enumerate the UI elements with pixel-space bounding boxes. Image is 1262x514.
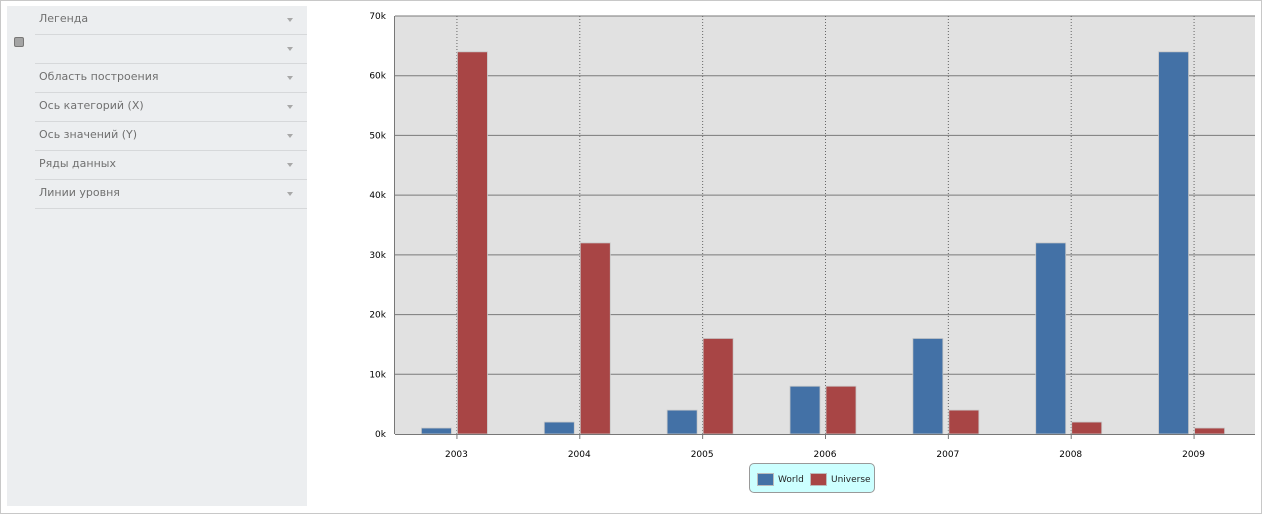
sidebar-section-0[interactable]: Легенда [35, 6, 307, 35]
sidebar-section-2[interactable]: Область построения [35, 64, 307, 93]
bar-world [1035, 242, 1067, 435]
sidebar-section-4[interactable]: Ось значений (Y) [35, 122, 307, 151]
x-tick-label: 2004 [568, 450, 591, 460]
checkbox[interactable] [14, 37, 24, 47]
sidebar-section-label: Линии уровня [39, 186, 120, 199]
y-tick-label: 10k [369, 370, 386, 380]
x-tick-label: 2006 [814, 450, 837, 460]
sidebar-section-3[interactable]: Ось категорий (X) [35, 93, 307, 122]
bar-universe [825, 385, 857, 435]
bar-universe [948, 409, 980, 435]
sidebar-section-1[interactable] [35, 35, 307, 64]
y-tick-label: 0k [375, 430, 387, 440]
x-tick-label: 2009 [1182, 450, 1205, 460]
x-tick-label: 2003 [445, 450, 468, 460]
bar-universe [457, 51, 488, 435]
x-tick-label: 2005 [691, 450, 714, 460]
sidebar-section-label: Ряды данных [39, 157, 116, 170]
x-tick-label: 2008 [1059, 450, 1082, 460]
y-tick-label: 20k [369, 311, 386, 321]
bar-world [421, 427, 452, 435]
y-tick-label: 70k [369, 12, 386, 22]
bar-world [666, 409, 698, 435]
sidebar-section-label: Область построения [39, 70, 159, 83]
bar-world [912, 338, 944, 435]
legend-label-universe: Universe [831, 475, 871, 485]
bar-world [543, 421, 575, 435]
chevron-down-icon[interactable] [287, 76, 293, 80]
bar-universe [579, 242, 611, 435]
settings-sidebar: Легенда Область построения Ось категорий (… [7, 6, 307, 506]
legend-swatch-universe [810, 473, 827, 486]
chevron-down-icon[interactable] [287, 163, 293, 167]
chevron-down-icon[interactable] [287, 192, 293, 196]
chevron-down-icon[interactable] [287, 18, 293, 22]
sidebar-section-6[interactable]: Линии уровня [35, 180, 307, 209]
sidebar-section-label: Ось значений (Y) [39, 128, 138, 141]
x-tick-label: 2007 [936, 450, 959, 460]
bar-universe [702, 338, 734, 435]
bar-universe [1071, 421, 1103, 435]
bar-world [789, 385, 821, 435]
y-tick-label: 50k [369, 131, 386, 141]
legend-label-world: World [778, 475, 804, 485]
sidebar-section-label: Легенда [39, 12, 89, 25]
bar-universe [1194, 427, 1225, 435]
plot-area [395, 16, 1255, 434]
legend-swatch-world [757, 473, 774, 486]
chevron-down-icon[interactable] [287, 105, 293, 109]
chevron-down-icon[interactable] [287, 47, 293, 51]
y-tick-label: 30k [369, 251, 386, 261]
chart-legend: World Universe [749, 463, 875, 493]
y-tick-label: 40k [369, 191, 386, 201]
bar-world [1158, 51, 1189, 435]
y-tick-label: 60k [369, 72, 386, 82]
sidebar-section-5[interactable]: Ряды данных [35, 151, 307, 180]
sidebar-section-label: Ось категорий (X) [39, 99, 144, 112]
chevron-down-icon[interactable] [287, 134, 293, 138]
